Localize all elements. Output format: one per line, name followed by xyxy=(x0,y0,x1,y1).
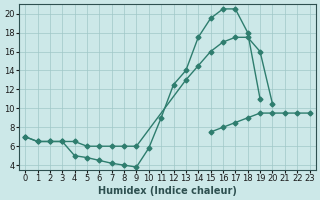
X-axis label: Humidex (Indice chaleur): Humidex (Indice chaleur) xyxy=(98,186,237,196)
